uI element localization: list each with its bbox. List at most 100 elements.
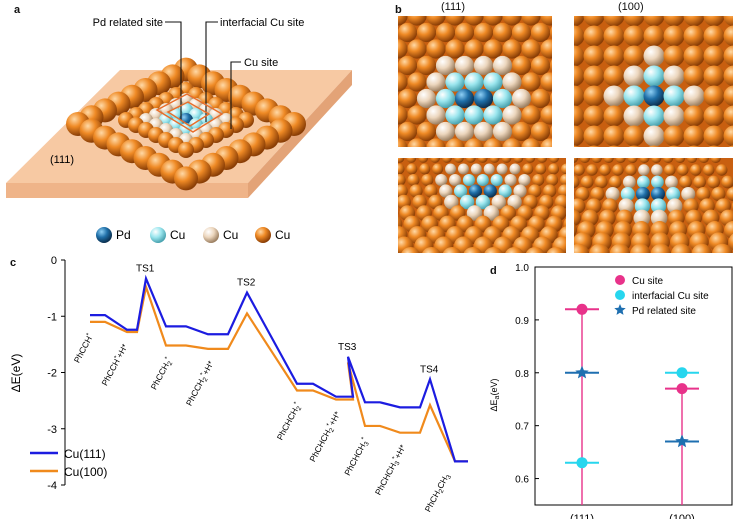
surface-atom	[704, 26, 725, 47]
surface-atom	[464, 105, 483, 124]
legend-marker	[614, 304, 625, 315]
surface-atom	[531, 23, 550, 42]
state-label: PhCH2CH3	[423, 471, 454, 514]
state-label: PhCCH*+H*	[99, 342, 130, 388]
surface-atom	[522, 164, 533, 175]
surface-atom	[449, 174, 461, 186]
surface-atom	[436, 23, 455, 42]
surface-atom	[664, 86, 685, 107]
surface-atom	[398, 56, 417, 75]
surface-atom	[604, 46, 625, 67]
surface-atom	[464, 39, 483, 58]
surface-atom	[624, 126, 645, 147]
x-tick-label: (100)	[669, 513, 695, 519]
surface-atom	[684, 46, 705, 67]
panel-b: b (111) (100)	[395, 0, 737, 255]
state-label: PhCHCH2*	[275, 400, 305, 442]
panel-a: a	[0, 0, 395, 255]
y-axis-label: ΔE(eV)	[9, 354, 23, 393]
legend-label: Cu(100)	[64, 465, 107, 479]
state-label: PhCHCH3*	[342, 436, 372, 478]
surface-111-side	[398, 158, 566, 253]
surface-atom	[604, 126, 625, 147]
legend-label: Pd	[116, 228, 131, 242]
surface-atom	[624, 26, 645, 47]
surface-atom	[455, 89, 474, 108]
state-label: PhCCH2*	[149, 355, 176, 392]
label-cu-site: Cu site	[244, 57, 278, 69]
surface-atom	[436, 89, 455, 108]
surface-atom	[644, 66, 665, 87]
surface-atom	[417, 122, 436, 141]
legend-swatch	[203, 227, 219, 243]
surface-atom	[664, 26, 685, 47]
surface-atom	[445, 72, 464, 91]
surface-atom	[535, 164, 546, 175]
surface-atom	[644, 46, 665, 67]
surface-atom	[458, 164, 469, 175]
panel-c-letter: c	[10, 257, 16, 269]
surface-atom	[464, 72, 483, 91]
surface-atom	[445, 164, 456, 175]
legend-marker	[615, 275, 625, 285]
surface-atom	[586, 164, 597, 175]
surface-atom	[684, 66, 705, 87]
surface-atom	[455, 23, 474, 42]
legend-swatch	[96, 227, 112, 243]
surface-atom	[512, 56, 531, 75]
surface-atom	[509, 164, 520, 175]
surface-atom	[651, 176, 664, 189]
panel-a-illustration: (111) Pd related site interfacial Cu sit…	[0, 0, 395, 255]
label-pd-site: Pd related site	[93, 17, 163, 29]
surface-atom	[518, 174, 530, 186]
surface-atom	[398, 23, 417, 42]
surface-atom	[604, 86, 625, 107]
surface-atom	[609, 176, 622, 189]
legend-swatch	[150, 227, 166, 243]
surface-atom	[624, 106, 645, 127]
y-tick-label: 0	[51, 255, 57, 267]
panel-d-letter: d	[490, 265, 497, 277]
surface-atom	[483, 72, 502, 91]
surface-atom	[474, 89, 493, 108]
legend-label: Cu site	[632, 276, 664, 287]
state-label: PhCCH*	[72, 332, 96, 365]
surface-atom	[704, 66, 725, 87]
surface-atom	[435, 174, 447, 186]
surface-atom	[684, 106, 705, 127]
label-interfacial-site: interfacial Cu site	[220, 17, 304, 29]
surface-atom	[497, 164, 508, 175]
x-tick-label: (111)	[570, 513, 594, 519]
legend-label: Cu	[275, 228, 290, 242]
surface-atom	[584, 26, 605, 47]
surface-atom	[644, 106, 665, 127]
surface-atom	[599, 164, 610, 175]
surface-atom	[521, 105, 540, 124]
point	[677, 383, 688, 394]
state-label: PhCHCH2*+H*	[307, 409, 344, 464]
title-111: (111)	[441, 1, 465, 13]
y-tick-label: -4	[47, 480, 57, 492]
surface-atom	[532, 174, 544, 186]
surface-atom	[483, 39, 502, 58]
surface-atom	[436, 122, 455, 141]
panel-a-letter: a	[14, 4, 20, 16]
panel-b-letter: b	[395, 4, 402, 16]
surface-atom	[398, 89, 417, 108]
surface-atom	[625, 164, 636, 175]
surface-atom	[406, 164, 417, 175]
surface-atom	[502, 105, 521, 124]
surface-atom	[644, 26, 665, 47]
surface-atom	[665, 176, 678, 189]
y-tick-label: 0.8	[515, 369, 529, 380]
surface-atom	[445, 39, 464, 58]
surface-atom	[644, 126, 665, 147]
surface-100-top	[574, 16, 733, 147]
legend-marker	[615, 290, 625, 300]
surface-atom	[419, 164, 430, 175]
surface-atom	[707, 176, 720, 189]
surface-atom	[474, 23, 493, 42]
surface-atom	[463, 174, 475, 186]
